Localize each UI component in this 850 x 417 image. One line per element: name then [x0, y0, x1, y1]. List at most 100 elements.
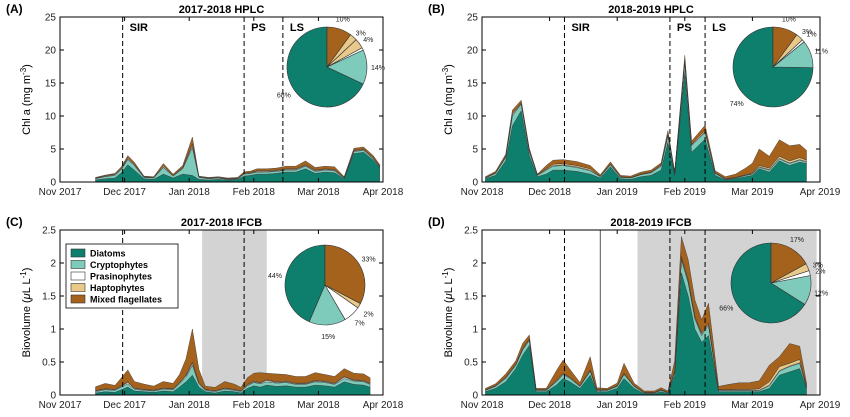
- legend-label: Cryptophytes: [90, 260, 148, 270]
- pie-slice-diatoms: [730, 242, 806, 324]
- pie-label: 3%: [813, 263, 823, 270]
- pie-label: 44%: [268, 273, 282, 280]
- pie-slice-mixed-flagellates: [770, 242, 807, 284]
- y-tick-label: 25: [45, 13, 57, 24]
- x-tick-label: Apr 2018: [363, 187, 404, 198]
- panel-title: 2017-2018 HPLC: [179, 4, 265, 16]
- pie-label: 68%: [277, 92, 291, 99]
- pie-label: 66%: [719, 306, 733, 313]
- x-tick-label: Feb 2019: [664, 187, 707, 198]
- panel-b: SIR PS LS 0 5 10 15 20 25 Nov 2018 Dec 2018 Jan 201…: [428, 2, 841, 198]
- x-tick-label: Feb 2018: [233, 187, 276, 198]
- y-tick-label: 20: [45, 46, 57, 57]
- legend-label: Prasinophytes: [90, 272, 152, 282]
- panel-label: (D): [428, 215, 445, 229]
- axes-frame: [481, 16, 821, 183]
- panel-label: (B): [428, 2, 445, 16]
- pie-slice-diatoms: [284, 244, 326, 323]
- pie-label: 3%: [356, 31, 366, 38]
- x-tick-label: Jan 2019: [597, 400, 639, 411]
- x-tick-label: Dec 2018: [528, 400, 571, 411]
- event-label: SIR: [571, 22, 589, 34]
- pie-label: 3%: [802, 29, 812, 36]
- y-tick-label: 2: [50, 259, 56, 270]
- legend-swatch: [70, 248, 86, 258]
- panel-title: 2018-2019 HPLC: [608, 4, 694, 16]
- x-tick-label: Dec 2018: [528, 187, 571, 198]
- y-axis-label: Chl a (mg m-3): [441, 64, 455, 135]
- x-tick-label: Feb 2018: [233, 400, 276, 411]
- x-tick-label: Apr 2019: [800, 187, 841, 198]
- y-tick-label: 5: [472, 145, 478, 156]
- y-tick-label: 15: [467, 79, 479, 90]
- y-tick-label: 2: [472, 259, 478, 270]
- x-tick-label: Mar 2018: [297, 187, 340, 198]
- shaded-period: [202, 230, 267, 395]
- y-tick-label: 0: [472, 178, 478, 189]
- panel-title: 2018-2019 IFCB: [610, 217, 691, 229]
- pie-label: 17%: [790, 237, 804, 244]
- pie-slice-mixed-flagellates: [326, 26, 351, 68]
- y-tick-label: 1: [50, 325, 56, 336]
- area-mixed-flagellates: [485, 236, 807, 393]
- legend-label: Haptophytes: [90, 283, 145, 293]
- pie-label: 15%: [321, 334, 335, 341]
- pie-label: 10%: [782, 17, 796, 24]
- x-tick-label: Nov 2018: [461, 400, 504, 411]
- pie-label: 4%: [363, 37, 373, 44]
- y-tick-label: 0: [472, 391, 478, 402]
- pie-label: 74%: [730, 101, 744, 108]
- legend-swatch: [70, 294, 86, 304]
- x-tick-label: Apr 2018: [363, 400, 404, 411]
- x-tick-label: Feb 2019: [664, 400, 707, 411]
- axes-frame: [59, 16, 384, 183]
- y-tick-label: 25: [467, 13, 479, 24]
- pie-label: 10%: [336, 17, 350, 24]
- event-label: LS: [290, 22, 304, 34]
- x-tick-label: Apr 2019: [800, 400, 841, 411]
- pie-label: 11%: [814, 48, 828, 55]
- y-tick-label: 2.5: [42, 226, 56, 237]
- pie-label: 14%: [371, 65, 385, 72]
- x-tick-label: Nov 2018: [461, 187, 504, 198]
- y-tick-label: 0.5: [42, 358, 56, 369]
- pie-slice-mixed-flagellates: [772, 26, 798, 68]
- axes-frame: [481, 229, 821, 396]
- x-tick-label: Mar 2019: [731, 187, 774, 198]
- y-tick-label: 15: [45, 79, 57, 90]
- y-axis-label: Biovolume (μL L-1): [19, 268, 33, 358]
- legend-swatch: [70, 271, 86, 281]
- panel-d: 0 0.5 1 1.5 2 2.5 Nov 2018 Dec 2018 Jan 2019 Feb …: [428, 215, 841, 411]
- y-tick-label: 2.5: [464, 226, 478, 237]
- y-tick-label: 5: [50, 145, 56, 156]
- x-tick-label: Dec 2017: [103, 400, 146, 411]
- event-label: PS: [251, 22, 266, 34]
- pie-slice-mixed-flagellates: [324, 244, 366, 304]
- x-tick-label: Dec 2017: [103, 187, 146, 198]
- x-tick-label: Jan 2018: [169, 187, 211, 198]
- pie-label: 7%: [355, 320, 365, 327]
- legend-label: Mixed flagellates: [90, 295, 162, 305]
- event-label: PS: [677, 22, 692, 34]
- y-tick-label: 0: [50, 391, 56, 402]
- x-tick-label: Nov 2017: [39, 187, 82, 198]
- y-tick-label: 20: [467, 46, 479, 57]
- event-label: LS: [712, 22, 726, 34]
- y-tick-label: 0: [50, 178, 56, 189]
- x-tick-label: Mar 2019: [731, 400, 774, 411]
- y-tick-label: 10: [467, 112, 479, 123]
- y-axis-label: Biovolume (μL L-1): [441, 268, 455, 358]
- x-tick-label: Jan 2018: [169, 400, 211, 411]
- y-tick-label: 1.5: [464, 292, 478, 303]
- area-mixed-flagellates: [485, 55, 807, 179]
- pie-label: 33%: [362, 257, 376, 264]
- x-tick-label: Mar 2018: [297, 400, 340, 411]
- panel-label: (C): [6, 215, 23, 229]
- y-tick-label: 1.5: [42, 292, 56, 303]
- x-tick-label: Jan 2019: [597, 187, 639, 198]
- y-tick-label: 1: [472, 325, 478, 336]
- area-mixed-flagellates: [95, 137, 380, 179]
- y-tick-label: 0.5: [464, 358, 478, 369]
